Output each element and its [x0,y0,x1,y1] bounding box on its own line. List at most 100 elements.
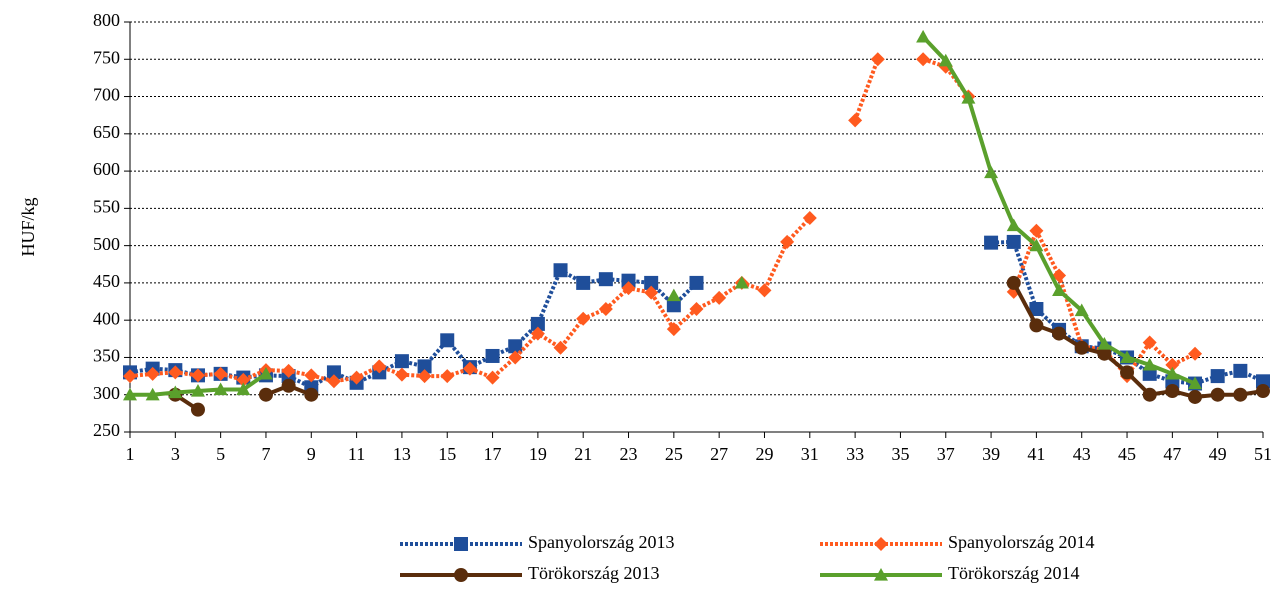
x-tick-label: 33 [846,444,864,464]
data-point [984,165,999,179]
data-point [666,322,681,337]
x-tick-label: 9 [307,444,316,464]
data-point [1188,376,1203,390]
data-point [802,211,817,226]
data-point [916,52,931,67]
x-tick-label: 19 [529,444,547,464]
y-tick-label: 500 [93,234,120,254]
series-line [129,57,1196,384]
data-point [1256,374,1270,389]
data-point [1006,218,1021,232]
data-point [394,354,409,369]
y-tick-label: 250 [93,420,120,440]
data-point [689,275,704,290]
legend-label: Spanyolország 2014 [948,532,1094,552]
data-point [190,402,205,417]
data-point [508,350,523,365]
data-point [1188,389,1203,404]
data-point [848,113,863,128]
legend-marker [454,537,468,551]
data-point [780,234,795,249]
x-tick-label: 7 [261,444,270,464]
data-point [598,302,613,316]
x-tick-label: 17 [484,444,502,464]
data-point [1210,387,1225,402]
x-tick-label: 31 [801,444,819,464]
y-axis-label: HUF/kg [18,197,38,256]
data-point [372,359,387,374]
data-point [213,366,228,381]
x-tick-label: 41 [1027,444,1045,464]
x-tick-label: 49 [1209,444,1227,464]
data-point [689,302,704,316]
data-point [1006,275,1021,290]
data-point [1029,318,1044,333]
data-point [1165,357,1180,372]
data-point [190,384,205,397]
data-point [1052,326,1067,341]
x-tick-label: 5 [216,444,225,464]
data-point [1233,387,1248,402]
series-line [130,35,1196,397]
data-point [1097,346,1112,361]
data-point [1120,350,1135,364]
legend-marker [454,568,468,582]
data-point [462,361,477,376]
x-tick-label: 13 [393,444,411,464]
legend-marker [874,568,888,581]
data-point [326,365,341,380]
data-point [168,365,183,380]
x-tick-label: 45 [1118,444,1136,464]
x-tick-label: 29 [755,444,773,464]
data-point [1029,238,1044,252]
x-tick-label: 3 [171,444,180,464]
data-point [938,53,953,67]
data-point [349,370,364,385]
y-tick-label: 650 [93,122,120,142]
x-tick-label: 37 [937,444,955,464]
data-point [123,369,137,384]
data-point [961,91,976,104]
x-tick-label: 35 [891,444,909,464]
data-point [190,368,205,383]
data-point [621,273,636,288]
legend-label: Spanyolország 2013 [528,532,674,552]
x-tick-label: 43 [1073,444,1091,464]
legend-label: Törökország 2014 [948,563,1079,583]
data-point [1188,346,1203,361]
data-point [168,385,183,399]
data-point [1052,283,1067,296]
data-point [304,387,319,402]
x-tick-label: 11 [348,444,365,464]
data-point [757,283,772,298]
data-point [530,316,545,331]
y-tick-label: 450 [93,271,120,291]
data-point [666,298,681,313]
x-tick-label: 27 [710,444,728,464]
data-point [1142,357,1157,371]
data-point [712,290,727,305]
data-point [576,275,591,290]
data-point [281,378,296,393]
data-point [1074,340,1089,355]
y-tick-label: 750 [93,47,120,67]
x-tick-label: 21 [574,444,592,464]
data-point [1142,335,1157,350]
data-point [984,235,999,250]
data-point [1029,302,1044,316]
data-point [508,339,523,354]
data-point [553,263,568,278]
data-point [1120,365,1135,380]
data-point [1006,234,1021,249]
data-point [281,363,296,378]
data-point [576,311,591,326]
data-point [1165,384,1180,398]
data-point [644,285,659,300]
data-point [644,275,659,290]
y-tick-label: 350 [93,346,120,366]
y-tick-label: 550 [93,196,120,216]
data-point [236,372,251,387]
data-point [1210,369,1225,384]
data-point [916,29,931,43]
